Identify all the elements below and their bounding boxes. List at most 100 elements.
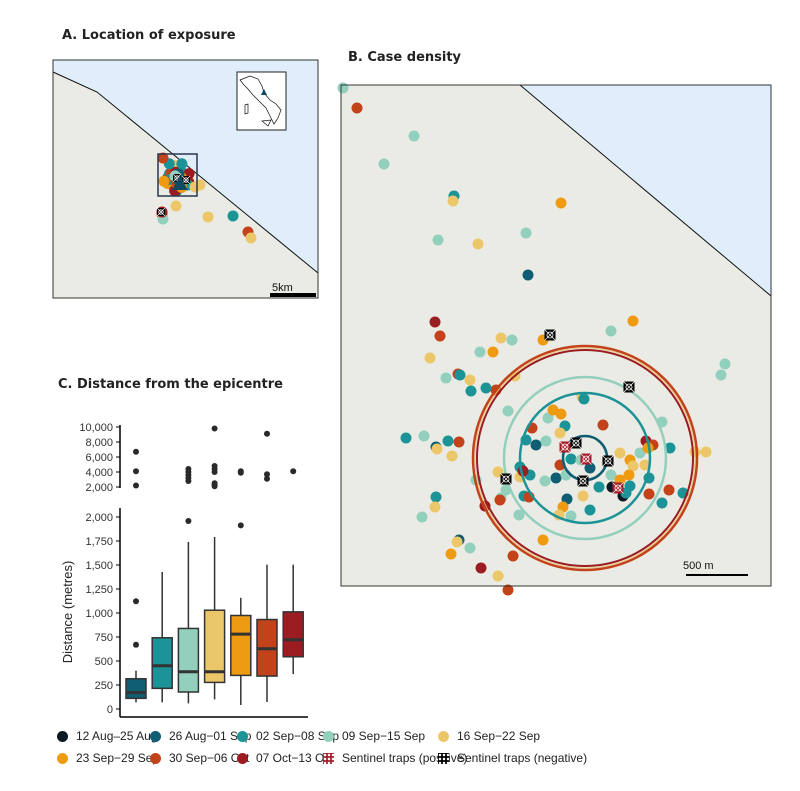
outlier-point — [133, 448, 139, 455]
case-point — [337, 82, 349, 94]
y-tick-label: 1,250 — [85, 584, 113, 596]
legend-item: 30 Sep−06 Oct — [150, 751, 249, 765]
legend-item: 12 Aug–25 Aug — [57, 729, 157, 743]
legend-label: Sentinel traps (positive) — [342, 751, 468, 765]
outlier-point — [133, 482, 139, 489]
box-iqr — [282, 611, 304, 658]
outlier-point — [133, 468, 139, 475]
outlier-point — [185, 466, 192, 472]
case-point — [627, 315, 639, 327]
case-point — [539, 475, 551, 487]
outlier-point — [133, 641, 139, 648]
legend-dot-icon — [323, 730, 334, 742]
outlier-point — [211, 425, 218, 432]
contour-16sep — [474, 347, 696, 569]
legend-dot-icon — [57, 752, 68, 764]
legend: 12 Aug–25 Aug 26 Aug−01 Sep 02 Sep−08 Sep 0… — [50, 729, 790, 773]
outlier-point — [211, 480, 218, 487]
case-point — [464, 374, 476, 386]
case-point — [158, 175, 170, 187]
box-5 — [230, 468, 252, 705]
case-point — [540, 435, 552, 447]
case-point — [623, 469, 635, 481]
legend-label: 26 Aug−01 Sep — [169, 729, 252, 743]
case-point — [715, 369, 727, 381]
epicentre-triangle-icon — [172, 176, 188, 190]
outlier-point — [290, 468, 297, 475]
box-7 — [282, 468, 304, 675]
y-tick-label: 8,000 — [85, 437, 113, 449]
trap-icon — [323, 752, 334, 764]
case-point — [663, 484, 675, 496]
legend-label: 30 Sep−06 Oct — [169, 751, 250, 765]
case-point — [494, 494, 506, 506]
case-point — [614, 447, 626, 459]
sentinel-trap-icon — [156, 207, 166, 217]
outlier-point — [185, 518, 192, 525]
case-point — [227, 210, 239, 222]
sentinel-trap-icon — [559, 441, 571, 453]
case-point — [454, 369, 466, 381]
legend-item: Sentinel traps (positive) — [323, 751, 467, 765]
box-3 — [177, 466, 200, 704]
legend-item: 23 Sep−29 Sep — [57, 751, 159, 765]
case-point — [593, 481, 605, 493]
box-iqr — [203, 609, 226, 684]
scale-label: 5km — [272, 282, 293, 294]
legend-item: 16 Sep−22 Sep — [438, 729, 540, 743]
legend-item: Sentinel traps (negative) — [438, 751, 587, 765]
case-point — [431, 443, 443, 455]
box-iqr — [177, 627, 200, 693]
case-point — [447, 195, 459, 207]
case-point — [429, 501, 441, 513]
legend-dot-icon — [237, 730, 248, 742]
legend-label: 07 Oct−13 Oct — [256, 751, 334, 765]
case-point — [400, 432, 412, 444]
density-contours — [471, 344, 699, 572]
y-tick-label: 2,000 — [85, 512, 113, 524]
panel-c-title: C. Distance from the epicentre — [58, 377, 283, 392]
case-point — [719, 358, 731, 370]
location-marker-icon — [261, 89, 267, 95]
case-point — [475, 562, 487, 574]
sentinel-trap-icon — [570, 437, 582, 449]
case-point — [442, 435, 454, 447]
legend-label: 16 Sep−22 Sep — [457, 729, 541, 743]
box-iqr — [230, 614, 252, 677]
case-point — [537, 534, 549, 546]
case-point — [480, 382, 492, 394]
case-point — [550, 472, 562, 484]
outlier-point — [211, 463, 218, 469]
legend-label: 23 Sep−29 Sep — [76, 751, 160, 765]
trap-icon — [438, 752, 449, 764]
outlier-point — [237, 522, 244, 529]
case-point — [530, 439, 542, 451]
case-point — [408, 130, 420, 142]
case-point — [176, 158, 188, 170]
box-4 — [203, 425, 226, 700]
case-point — [584, 504, 596, 516]
sentinel-trap-icon — [577, 475, 589, 487]
case-point — [565, 453, 577, 465]
legend-label: 02 Sep−08 Sep — [256, 729, 340, 743]
case-point — [513, 509, 525, 521]
legend-dot-icon — [438, 730, 449, 742]
sardinia-outline — [244, 103, 249, 115]
case-point — [502, 405, 514, 417]
scale-bar — [270, 293, 316, 297]
case-point — [464, 542, 476, 554]
legend-item: 02 Sep−08 Sep — [237, 729, 339, 743]
outlier-point — [264, 430, 270, 437]
case-point — [418, 430, 430, 442]
y-tick-label: 750 — [95, 632, 113, 644]
y-tick-label: 0 — [107, 704, 113, 716]
case-point — [429, 316, 441, 328]
legend-label: Sentinel traps (negative) — [457, 751, 588, 765]
case-point — [627, 460, 639, 472]
outlier-point — [237, 468, 244, 475]
italy-outline — [239, 75, 282, 125]
box-1 — [125, 448, 147, 703]
case-point — [451, 536, 463, 548]
case-point — [351, 102, 363, 114]
